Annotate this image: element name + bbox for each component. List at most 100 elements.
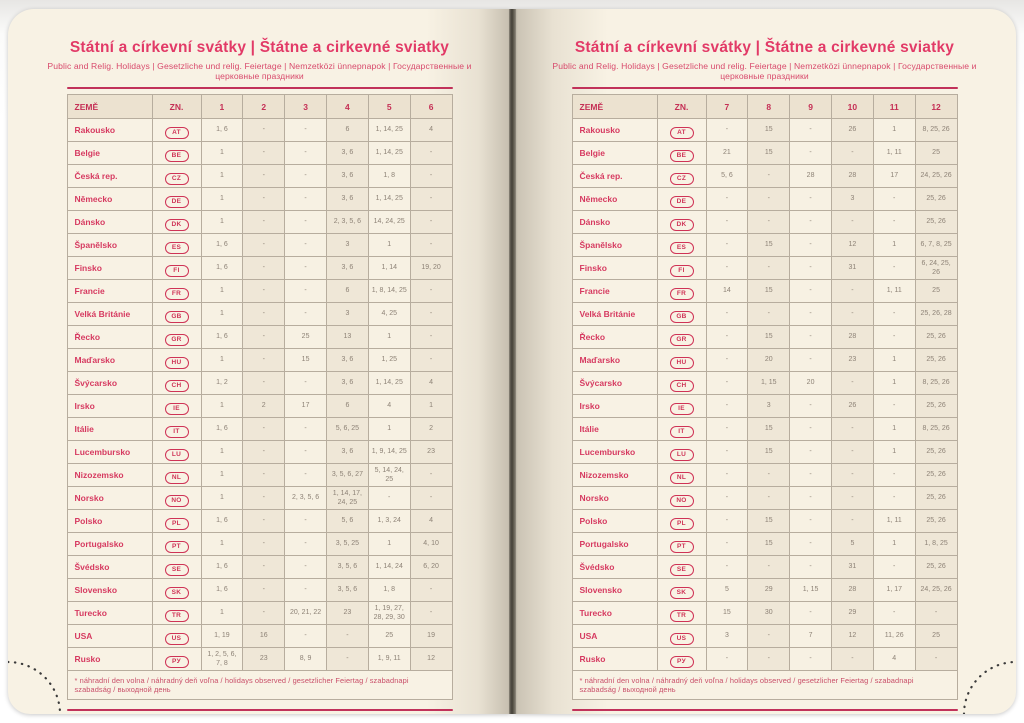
holiday-days-cell: 11, 26 [872,624,916,648]
holiday-days-cell: 15 [747,417,791,441]
holiday-days-cell: - [409,601,453,625]
country-code-cell: TR [151,601,202,625]
header-row: ZEMĚ ZN. 1 2 3 4 5 6 [66,94,453,119]
country-name: Rakousko [571,118,658,142]
holiday-days-cell: 15 [284,348,327,372]
footnote-row: * náhradní den volna / náhradný deň voľn… [66,670,453,700]
holiday-days-cell: 14 [705,279,749,303]
country-name: Česká rep. [571,164,658,188]
holiday-days-cell: 1 [200,187,244,211]
country-code-badge: DK [669,218,694,232]
country-code-cell: IT [656,417,707,441]
holiday-days-cell: 25, 26 [914,440,958,464]
holiday-days-cell: 4, 10 [409,532,453,556]
holiday-days-cell: - [242,601,286,625]
holiday-days-cell: 1, 9, 11 [367,647,411,671]
holiday-days-cell: - [409,578,453,602]
country-code-cell: ES [151,233,202,257]
holiday-days-cell: - [830,440,874,464]
holiday-days-cell: - [830,371,874,395]
top-rule [66,87,453,89]
holiday-days-cell: - [409,279,453,303]
holiday-days-cell: 1 [200,164,244,188]
holiday-days-cell: 1, 19, 27, 28, 29, 30 [367,601,411,625]
country-row: Maďarsko HU -20-23 1 25, 26 [571,348,958,372]
holiday-days-cell: 4 [409,509,453,533]
country-code-badge: CZ [669,172,694,186]
holiday-days-cell: 1 [200,440,244,464]
holiday-days-cell: - [789,302,832,326]
holiday-days-cell: - [830,647,874,671]
country-code-cell: AT [151,118,202,142]
perforation-dots-icon [962,660,1016,714]
country-code-badge: BE [669,149,694,163]
country-name: Švédsko [66,555,153,579]
country-row: Dánsko DK 1- -2, 3, 5, 6 14, 24, 25- [66,210,453,234]
country-code-cell: SE [151,555,202,579]
country-name: Německo [66,187,153,211]
holiday-days-cell: 8, 25, 26 [914,118,958,142]
holiday-days-cell: - [872,302,916,326]
holiday-days-cell: 1, 3, 24 [367,509,411,533]
country-code-cell: CZ [656,164,707,188]
country-name: USA [66,624,153,648]
holiday-days-cell: - [830,463,874,487]
holiday-days-cell: 3 [325,302,369,326]
top-rule [571,87,958,89]
holiday-days-cell: - [284,164,327,188]
country-name: Norsko [571,486,658,510]
holiday-days-cell: - [705,302,749,326]
country-name: Nizozemsko [571,463,658,487]
holiday-days-cell: - [242,555,286,579]
holiday-days-cell: 1, 6 [200,417,244,441]
holiday-days-cell: - [830,302,874,326]
country-row: Itálie IT 1, 6- -5, 6, 25 1 2 [66,417,453,441]
holiday-days-cell: 3 [747,394,791,418]
country-code-cell: LU [151,440,202,464]
country-code-badge: SK [669,586,694,600]
country-code-cell: IE [656,394,707,418]
holiday-days-cell: - [242,164,286,188]
country-code-cell: ES [656,233,707,257]
holiday-days-cell: - [705,486,749,510]
country-code-badge: IE [669,402,694,416]
holiday-days-cell: - [830,486,874,510]
country-code-badge: TR [164,609,189,623]
holiday-days-cell: - [705,348,749,372]
holidays-table-months-1-6: ZEMĚ ZN. 1 2 3 4 5 6 Rakousko AT 1, 6- -6 1, 14, 25 4… [66,94,453,700]
country-code-cell: SK [151,578,202,602]
country-name: Švédsko [571,555,658,579]
holiday-days-cell: 1 [872,118,916,142]
holiday-days-cell: 31 [830,555,874,579]
country-name: Velká Británie [66,302,153,326]
holiday-days-cell: 25 [367,624,411,648]
holiday-days-cell: - [284,371,327,395]
country-code-badge: IT [669,425,694,439]
holiday-days-cell: - [789,118,832,142]
holiday-days-cell: 4, 25 [367,302,411,326]
country-code-cell: DE [656,187,707,211]
country-code-badge: PL [164,517,189,531]
country-code-cell: РУ [656,647,707,671]
holiday-days-cell: 25, 26, 28 [914,302,958,326]
holiday-days-cell: - [789,509,832,533]
country-name: Belgie [66,141,153,165]
page-subtitle: Public and Relig. Holidays | Gesetzliche… [47,61,472,81]
country-code-cell: PT [656,532,707,556]
country-code-cell: IE [151,394,202,418]
holiday-days-cell: 20 [747,348,791,372]
holiday-days-cell: - [284,440,327,464]
holiday-days-cell: 1 [200,141,244,165]
country-name: Francie [66,279,153,303]
holiday-days-cell: - [242,187,286,211]
country-code-cell: FR [656,279,707,303]
country-name: Švýcarsko [66,371,153,395]
holiday-days-cell: 1, 6 [200,118,244,142]
holiday-days-cell: - [872,394,916,418]
country-name: Rusko [571,647,658,671]
holiday-days-cell: 1, 2, 5, 6, 7, 8 [200,647,244,671]
holiday-days-cell: - [789,532,832,556]
holiday-days-cell: - [789,417,832,441]
country-code-cell: HU [656,348,707,372]
holiday-days-cell: 2 [242,394,286,418]
